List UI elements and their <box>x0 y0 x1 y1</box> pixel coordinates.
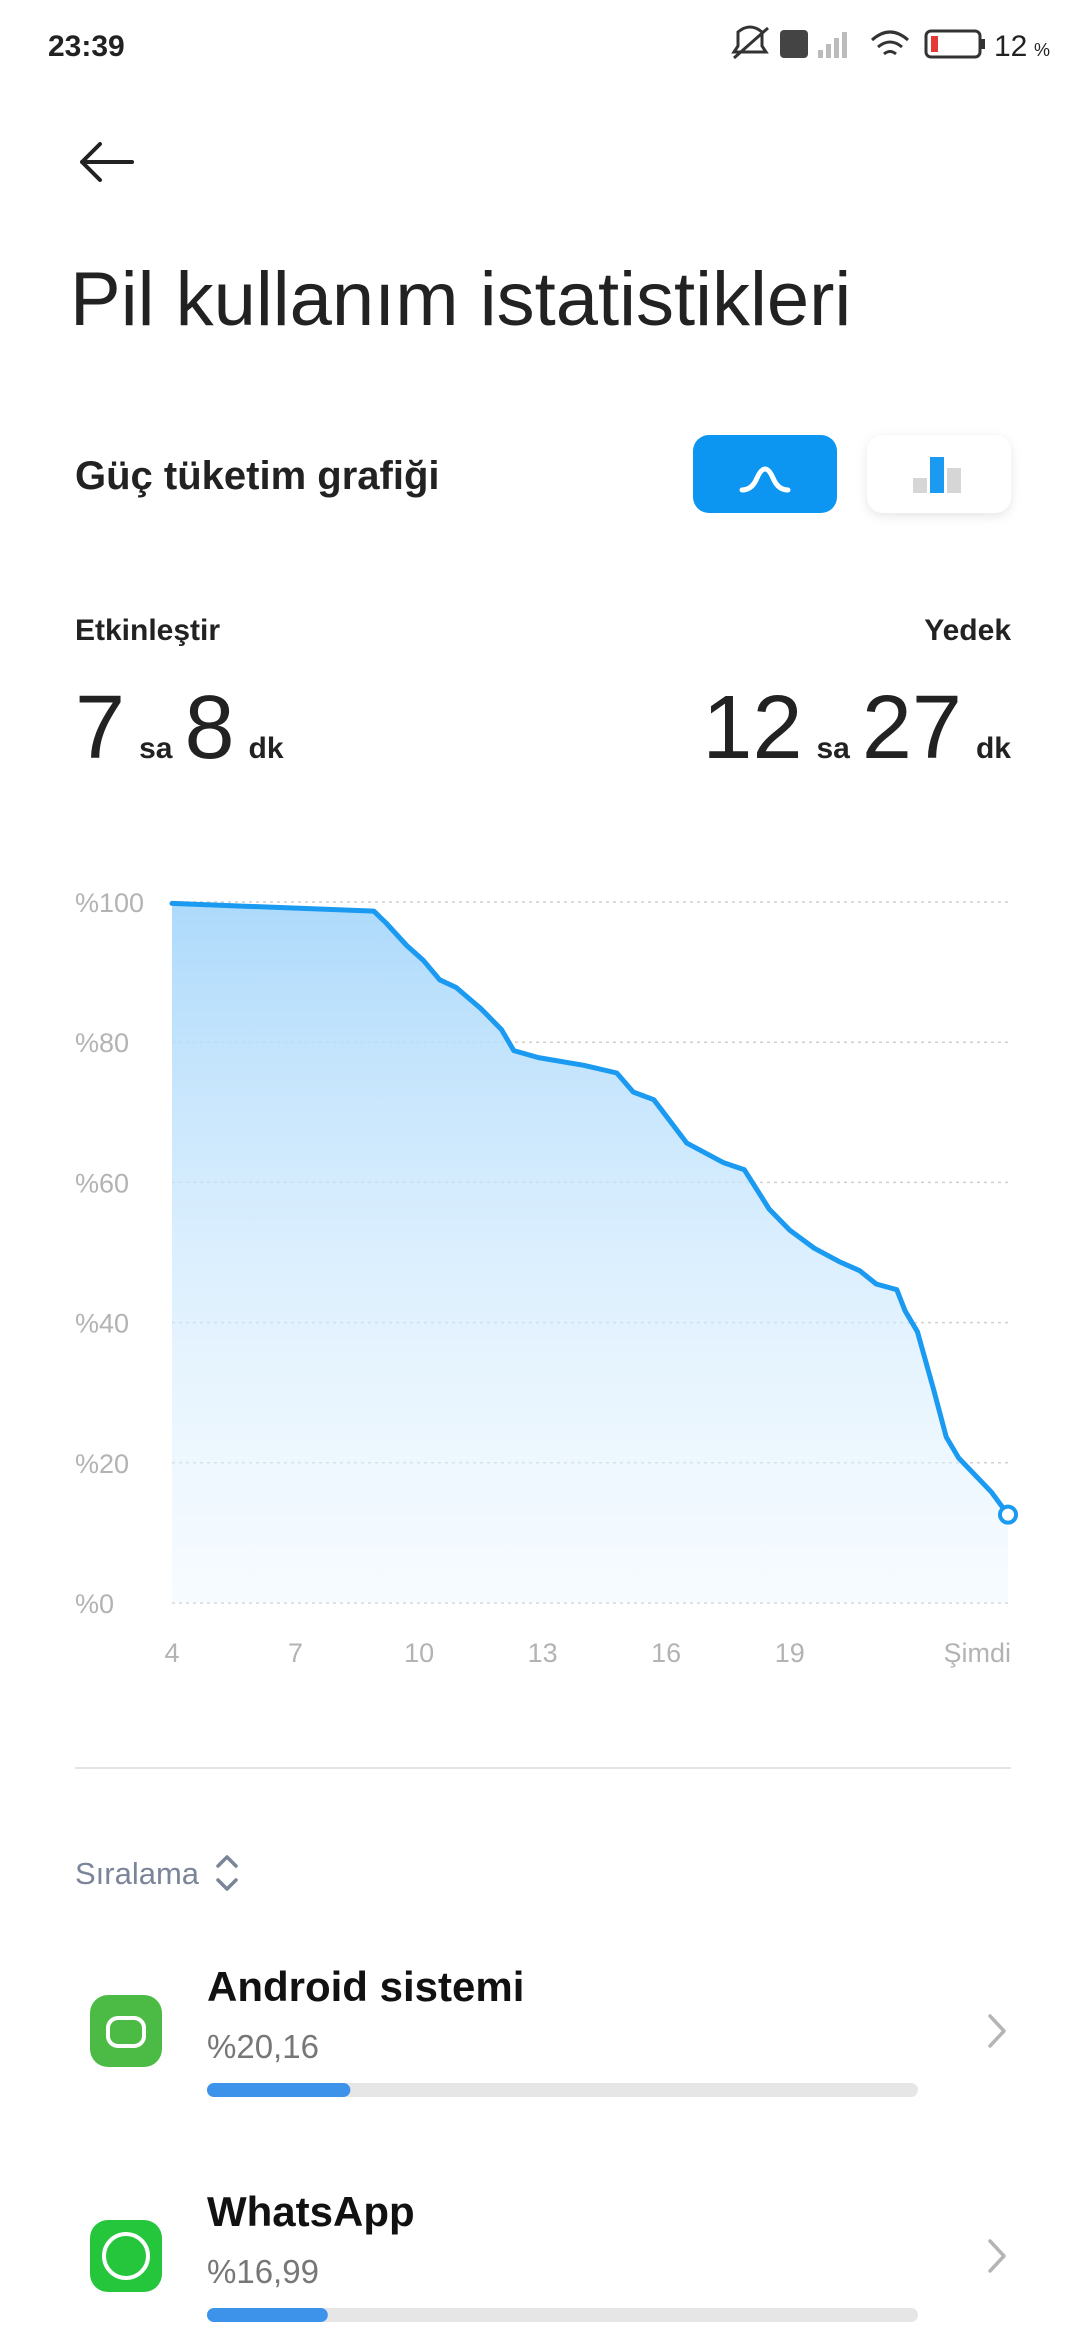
x-tick-label: 10 <box>404 1638 434 1668</box>
usage-bar <box>207 2083 351 2097</box>
app-icon-glyph <box>102 2232 150 2280</box>
bar-chart-toggle[interactable] <box>867 435 1011 513</box>
app-icon <box>90 2220 162 2292</box>
line-chart-toggle[interactable] <box>693 435 837 513</box>
active-hours: 7 <box>75 678 125 778</box>
status-time: 23:39 <box>48 30 125 63</box>
usage-bar <box>207 2308 328 2322</box>
signal-icon <box>818 32 847 58</box>
usage-track <box>207 2083 918 2097</box>
volte-icon <box>780 30 808 58</box>
reserve-minutes-unit: dk <box>976 732 1011 765</box>
app-usage: %16,99 <box>207 2253 319 2290</box>
current-point <box>998 1504 1018 1525</box>
battery-tip <box>981 39 985 49</box>
x-tick-label: 16 <box>651 1638 681 1668</box>
y-tick-label: %80 <box>75 1028 129 1058</box>
y-tick-label: %40 <box>75 1309 129 1339</box>
active-minutes: 8 <box>184 678 234 778</box>
section-title: Güç tüketim grafiği <box>75 454 440 498</box>
battery-unit: % <box>1034 40 1050 60</box>
app-row[interactable]: Android sistemi %20,16 <box>90 1963 1006 2097</box>
x-tick-label: 19 <box>775 1638 805 1668</box>
app-usage: %20,16 <box>207 2028 319 2065</box>
app-row[interactable]: WhatsApp %16,99 <box>90 2188 1006 2322</box>
battery-icon <box>924 29 982 59</box>
wifi-icon <box>871 30 909 56</box>
active-minutes-unit: dk <box>249 732 284 765</box>
active-label: Etkinleştir <box>75 614 220 647</box>
y-tick-label: %100 <box>75 888 144 918</box>
status-icons <box>731 25 985 60</box>
sort-control[interactable]: Sıralama <box>75 1855 238 1891</box>
area-fill <box>172 903 1008 1603</box>
back-button[interactable] <box>80 142 134 182</box>
battery-line <box>169 900 1011 1518</box>
x-tick-label: 13 <box>528 1638 558 1668</box>
y-tick-label: %20 <box>75 1449 129 1479</box>
app-icon-glyph <box>106 2016 146 2048</box>
reserve-hours-unit: sa <box>817 732 851 765</box>
chevron <box>988 2014 1006 2048</box>
app-list: Android sistemi %20,16 WhatsApp %16,99 <box>90 1963 1006 2322</box>
battery-chart: %0 %20 %40 %60 %80 %100 4 7 10 13 16 19 Şimdi <box>75 888 1018 1668</box>
usage-track <box>207 2308 918 2322</box>
x-tick-label: Şimdi <box>943 1638 1011 1668</box>
reserve-hours: 12 <box>702 678 802 778</box>
y-tick-label: %0 <box>75 1589 114 1619</box>
reserve-label: Yedek <box>924 614 1011 647</box>
app-name: Android sistemi <box>207 1963 524 2010</box>
page-title: Pil kullanım istatistikleri <box>70 257 851 342</box>
mute-slash <box>733 26 769 60</box>
active-duration: 7 sa 8 dk <box>75 678 284 778</box>
reserve-minutes: 27 <box>862 678 962 778</box>
battery-level <box>931 36 938 52</box>
x-tick-label: 7 <box>288 1638 303 1668</box>
chevron <box>988 2239 1006 2273</box>
y-tick-label: %60 <box>75 1168 129 1198</box>
x-tick-label: 4 <box>164 1638 179 1668</box>
reserve-duration: 12 sa 27 dk <box>702 678 1011 778</box>
active-hours-unit: sa <box>139 732 173 765</box>
sort-label: Sıralama <box>75 1856 200 1891</box>
mute-icon <box>731 25 769 54</box>
app-icon <box>90 1995 162 2067</box>
app-name: WhatsApp <box>207 2188 415 2235</box>
battery-percent: 12 <box>994 30 1027 63</box>
